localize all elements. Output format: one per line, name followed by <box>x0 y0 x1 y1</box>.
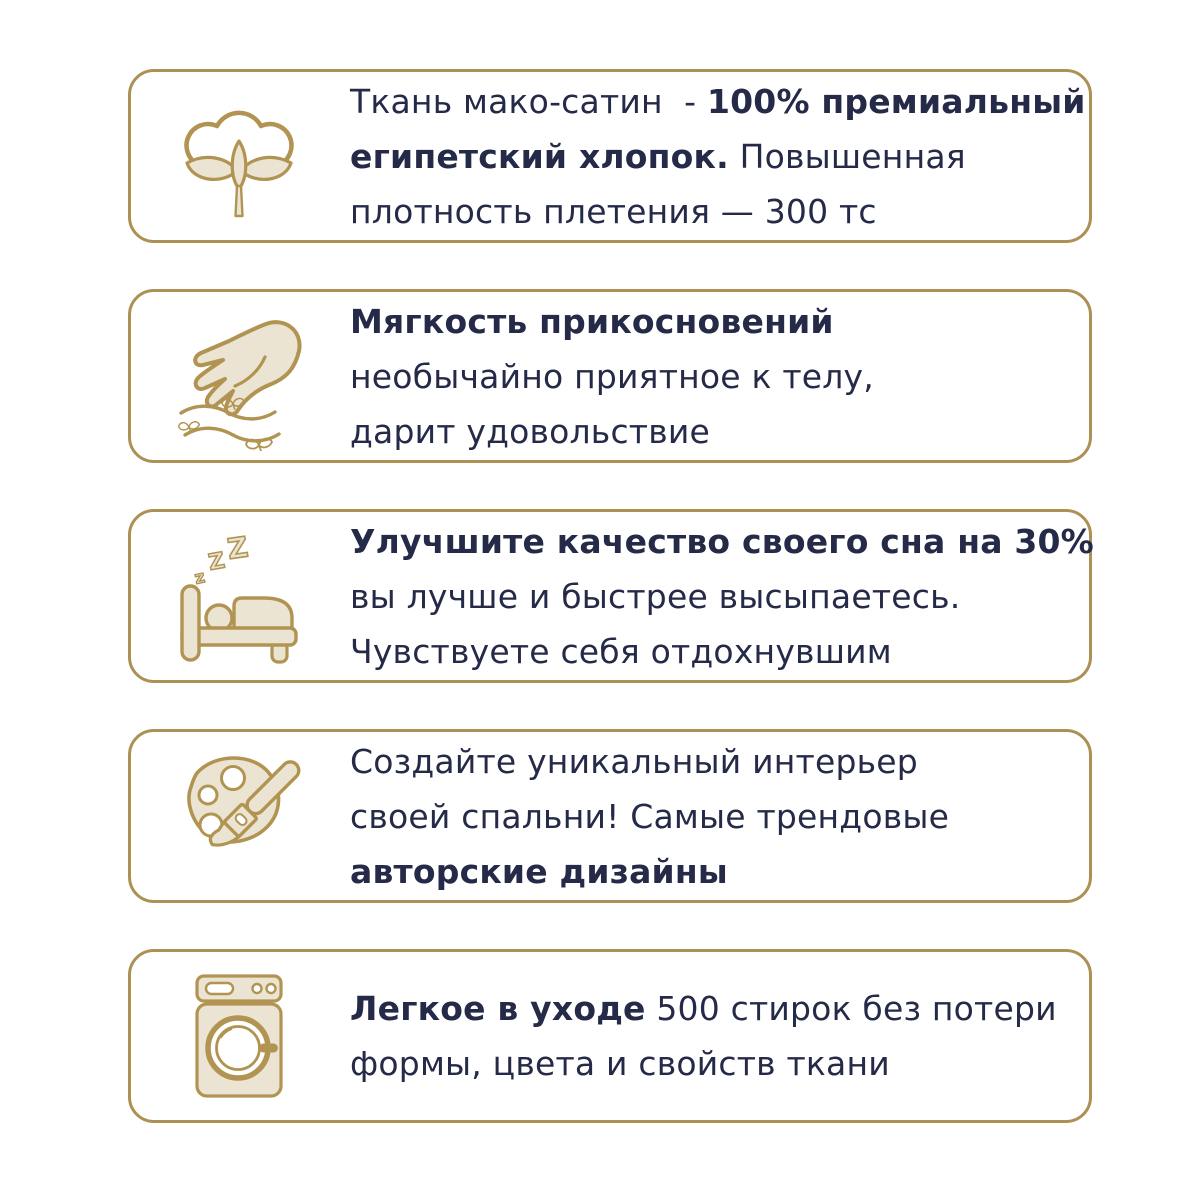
text-line: Ткань мако-сатин - 100% премиальный <box>350 74 1086 129</box>
text-run: формы, цвета и свойств ткани <box>350 1044 890 1083</box>
text-line: формы, цвета и свойств ткани <box>350 1036 1057 1091</box>
feature-card-fabric: Ткань мако-сатин - 100% премиальный егип… <box>128 69 1092 243</box>
text-line: Создайте уникальный интерьер <box>350 734 949 789</box>
text-line: Мягкость прикосновений <box>350 294 874 349</box>
text-run: вы лучше и быстрее высыпаетесь. <box>350 576 961 616</box>
feature-card-softness: Мягкость прикосновений необычайно приятн… <box>128 289 1092 463</box>
text-run: Повышенная <box>728 136 966 176</box>
text-line: авторские дизайны <box>350 844 949 899</box>
text-run: необычайно приятное к телу, <box>350 356 874 396</box>
text-line: Легкое в уходе 500 стирок без потери <box>350 981 1057 1036</box>
text-run: своей спальни! Самые трендовые <box>350 796 950 836</box>
text-run: 500 стирок без потери <box>645 989 1057 1028</box>
feature-card-care: Легкое в уходе 500 стирок без потери фор… <box>128 949 1092 1123</box>
text-run-bold: египетский хлопок. <box>350 136 729 176</box>
text-run-bold: авторские дизайны <box>350 851 728 891</box>
card-text-fabric: Ткань мако-сатин - 100% премиальный егип… <box>350 74 1086 239</box>
sleeping-bed-icon: z Z Z <box>164 526 314 666</box>
text-line: Чувствуете себя отдохнувшим <box>350 624 1094 679</box>
text-run-bold: Мягкость прикосновений <box>350 301 834 341</box>
hand-touch-icon <box>164 301 314 451</box>
text-run-bold: Легкое в уходе <box>350 989 646 1028</box>
card-text-care: Легкое в уходе 500 стирок без потери фор… <box>350 981 1057 1091</box>
text-run: Создайте уникальный интерьер <box>350 741 918 781</box>
cotton-flower-icon <box>164 89 314 224</box>
text-line: Улучшите качество своего сна на 30% <box>350 514 1094 569</box>
text-run-bold: 100% премиальный <box>706 81 1086 121</box>
palette-brush-icon <box>164 741 314 891</box>
card-text-sleep: Улучшите качество своего сна на 30% вы л… <box>350 514 1094 679</box>
text-line: вы лучше и быстрее высыпаетесь. <box>350 569 1094 624</box>
feature-card-list: Ткань мако-сатин - 100% премиальный егип… <box>128 69 1094 1169</box>
svg-text:Z: Z <box>225 530 250 566</box>
feature-card-sleep: z Z Z Улучшите качество своего сна на 30… <box>128 509 1094 683</box>
card-text-softness: Мягкость прикосновений необычайно приятн… <box>350 294 874 459</box>
text-run: Ткань мако-сатин - <box>350 81 707 121</box>
text-run: плотность плетения — 300 тс <box>350 191 877 231</box>
svg-text:Z: Z <box>206 549 226 576</box>
feature-card-design: Создайте уникальный интерьер своей спаль… <box>128 729 1092 903</box>
text-line: необычайно приятное к телу, <box>350 349 874 404</box>
text-line: дарит удовольствие <box>350 404 874 459</box>
text-line: своей спальни! Самые трендовые <box>350 789 949 844</box>
text-line: египетский хлопок. Повышенная <box>350 129 1086 184</box>
card-text-design: Создайте уникальный интерьер своей спаль… <box>350 734 949 899</box>
washing-machine-icon <box>164 972 314 1100</box>
text-run-bold: Улучшите качество своего сна на 30% <box>350 521 1094 561</box>
text-run: дарит удовольствие <box>350 411 711 451</box>
text-run: Чувствуете себя отдохнувшим <box>350 631 892 671</box>
text-line: плотность плетения — 300 тс <box>350 184 1086 239</box>
